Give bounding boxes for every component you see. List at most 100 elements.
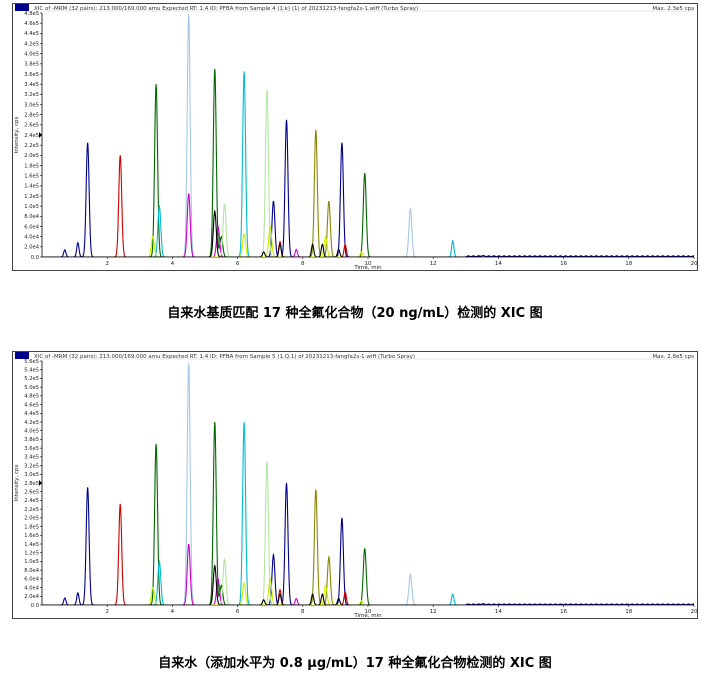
chromatogram-panel-1: XIC of -MRM (32 pairs): 213.000/169.000 … xyxy=(12,3,698,271)
y-axis-label: Intensity, cps xyxy=(14,464,20,501)
x-tick-label: 18 xyxy=(625,609,632,615)
y-tick-label: 4.4e5 xyxy=(24,31,39,37)
y-tick-label: 4.0e5 xyxy=(24,429,39,435)
x-tick-label: 4 xyxy=(171,609,175,615)
x-tick-label: 6 xyxy=(236,609,240,615)
y-tick-label: 1.2e5 xyxy=(24,194,39,200)
x-tick-label: 2 xyxy=(105,261,109,267)
panel-frame xyxy=(12,351,698,619)
y-tick-label: 1.0e5 xyxy=(24,204,39,210)
chromatogram-chart-1: XIC of -MRM (32 pairs): 213.000/169.000 … xyxy=(12,3,698,271)
y-tick-label: 4.6e5 xyxy=(24,21,39,27)
chart-header-left: XIC of -MRM (32 pairs): 213.000/169.000 … xyxy=(34,6,418,12)
y-tick-label: 4.2e5 xyxy=(24,41,39,47)
y-tick-label: 2.8e5 xyxy=(24,481,39,487)
y-tick-label: 1.0e5 xyxy=(24,559,39,565)
chart-header-right: Max. 2.3e5 cps xyxy=(652,6,694,12)
y-tick-label: 3.2e5 xyxy=(24,92,39,98)
y-tick-label: 6.0e4 xyxy=(24,224,39,230)
y-tick-label: 2.6e5 xyxy=(24,490,39,496)
x-tick-label: 12 xyxy=(430,261,437,267)
y-tick-label: 5.6e5 xyxy=(24,359,39,365)
y-tick-label: 3.2e5 xyxy=(24,463,39,469)
header-swatch-icon xyxy=(15,4,29,11)
y-tick-label: 2.4e5 xyxy=(24,133,39,139)
chromatogram-panel-2: XIC of -MRM (32 pairs): 213.000/169.000 … xyxy=(12,351,698,619)
chart-header-right: Max. 2.8e5 cps xyxy=(652,354,694,360)
y-tick-label: 1.8e5 xyxy=(24,163,39,169)
x-tick-label: 20 xyxy=(691,261,698,267)
y-tick-label: 1.6e5 xyxy=(24,173,39,179)
x-tick-label: 2 xyxy=(105,609,109,615)
y-tick-label: 4.2e5 xyxy=(24,420,39,426)
y-tick-label: 4.8e5 xyxy=(24,394,39,400)
y-tick-label: 3.0e5 xyxy=(24,102,39,108)
y-tick-label: 2.0e5 xyxy=(24,153,39,159)
panel-frame xyxy=(12,3,698,271)
chromatogram-trace xyxy=(42,577,694,605)
y-tick-label: 0.0 xyxy=(31,255,39,261)
y-tick-label: 1.8e5 xyxy=(24,524,39,530)
y-tick-label: 3.4e5 xyxy=(24,455,39,461)
y-tick-label: 3.6e5 xyxy=(24,446,39,452)
x-axis-label: Time, min xyxy=(353,265,382,271)
x-tick-label: 8 xyxy=(301,261,305,267)
y-tick-label: 4.6e5 xyxy=(24,402,39,408)
y-tick-label: 6.0e4 xyxy=(24,577,39,583)
y-tick-label: 5.2e5 xyxy=(24,376,39,382)
chromatogram-trace xyxy=(42,482,694,605)
y-axis-label: Intensity, cps xyxy=(14,116,20,153)
x-tick-label: 16 xyxy=(560,609,567,615)
x-tick-label: 20 xyxy=(691,609,698,615)
x-tick-label: 10 xyxy=(365,261,372,267)
x-tick-label: 14 xyxy=(495,609,502,615)
x-tick-label: 16 xyxy=(560,261,567,267)
y-tick-label: 0.0 xyxy=(31,603,39,609)
y-tick-label: 2.2e5 xyxy=(24,507,39,513)
x-tick-label: 18 xyxy=(625,261,632,267)
y-tick-label: 3.8e5 xyxy=(24,62,39,68)
y-tick-label: 1.4e5 xyxy=(24,542,39,548)
x-tick-label: 12 xyxy=(430,609,437,615)
y-tick-label: 4.0e4 xyxy=(24,234,39,240)
y-tick-label: 3.4e5 xyxy=(24,82,39,88)
y-tick-label: 4.0e4 xyxy=(24,585,39,591)
y-tick-label: 3.0e5 xyxy=(24,472,39,478)
y-tick-label: 4.8e5 xyxy=(24,11,39,17)
y-tick-label: 2.0e4 xyxy=(24,245,39,251)
y-axis-marker-icon xyxy=(39,132,42,138)
y-tick-label: 4.4e5 xyxy=(24,411,39,417)
chart-header-left: XIC of -MRM (32 pairs): 213.000/169.000 … xyxy=(34,354,415,360)
chart-caption-1: 自来水基质匹配 17 种全氟化合物（20 ng/mL）检测的 XIC 图 xyxy=(167,306,543,321)
y-tick-label: 3.6e5 xyxy=(24,72,39,78)
x-tick-label: 14 xyxy=(495,261,502,267)
series-group xyxy=(42,363,694,605)
y-tick-label: 3.8e5 xyxy=(24,437,39,443)
y-tick-label: 5.0e5 xyxy=(24,385,39,391)
y-tick-label: 5.4e5 xyxy=(24,368,39,374)
x-tick-label: 10 xyxy=(365,609,372,615)
y-axis-marker-icon xyxy=(39,480,42,486)
x-tick-label: 6 xyxy=(236,261,240,267)
y-tick-label: 2.4e5 xyxy=(24,498,39,504)
y-tick-label: 2.0e4 xyxy=(24,594,39,600)
y-tick-label: 1.6e5 xyxy=(24,533,39,539)
y-tick-label: 2.6e5 xyxy=(24,123,39,129)
y-tick-label: 2.0e5 xyxy=(24,516,39,522)
x-tick-label: 8 xyxy=(301,609,305,615)
chromatogram-trace xyxy=(42,225,694,257)
series-group xyxy=(42,13,694,257)
x-axis-label: Time, min xyxy=(353,613,382,619)
y-tick-label: 1.2e5 xyxy=(24,551,39,557)
y-tick-label: 8.0e4 xyxy=(24,214,39,220)
chart-caption-2: 自来水（添加水平为 0.8 μg/mL）17 种全氟化合物检测的 XIC 图 xyxy=(158,656,552,671)
x-tick-label: 4 xyxy=(171,261,175,267)
y-tick-label: 4.0e5 xyxy=(24,51,39,57)
y-tick-label: 2.2e5 xyxy=(24,143,39,149)
chromatogram-trace xyxy=(42,119,694,257)
y-tick-label: 2.8e5 xyxy=(24,112,39,118)
header-swatch-icon xyxy=(15,352,29,359)
chromatogram-chart-2: XIC of -MRM (32 pairs): 213.000/169.000 … xyxy=(12,351,698,619)
y-tick-label: 8.0e4 xyxy=(24,568,39,574)
y-tick-label: 1.4e5 xyxy=(24,184,39,190)
